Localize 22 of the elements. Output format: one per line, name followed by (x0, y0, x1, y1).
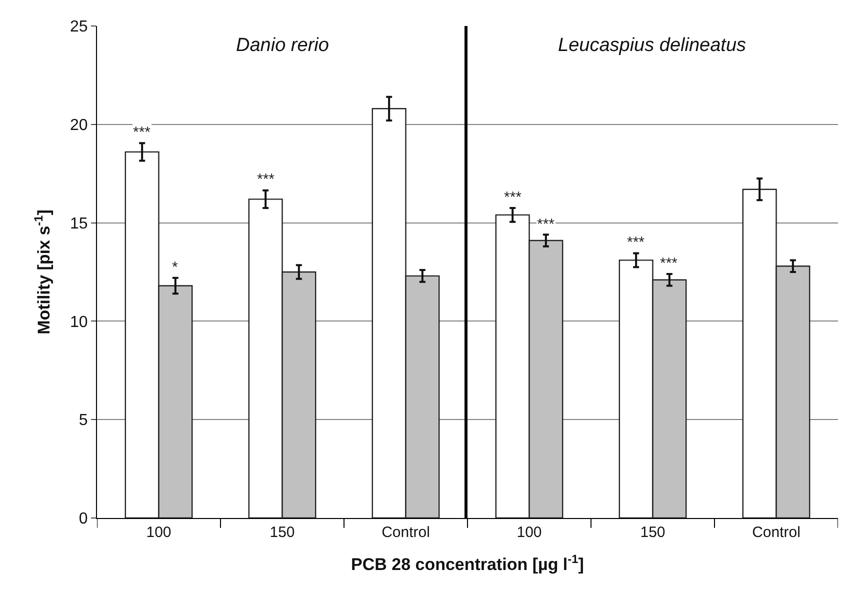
annotation: Leucaspius delineatus (558, 35, 747, 56)
x-tick-label: Control (752, 524, 800, 541)
y-tick-label: 10 (70, 314, 88, 331)
y-tick-label: 5 (78, 412, 88, 430)
y-tick-label: 25 (70, 18, 88, 36)
data-label: *** (627, 234, 645, 251)
data-label: * (172, 259, 178, 276)
x-tick-label: Control (382, 524, 430, 541)
data-label: *** (660, 255, 678, 272)
data-label: *** (504, 189, 522, 206)
y-tick-label: 20 (70, 117, 88, 134)
data-label: *** (257, 171, 275, 188)
x-tick-label: 100 (146, 524, 172, 541)
x-tick-label: 100 (516, 524, 542, 541)
data-label: *** (537, 216, 555, 233)
x-tick-label: 150 (640, 524, 666, 541)
x-tick-label: 150 (270, 524, 295, 541)
y-tick-label: 0 (78, 510, 88, 528)
x-axis-title: PCB 28 concentration [µg l$^{-1}$] (351, 552, 584, 574)
data-label: *** (133, 124, 151, 141)
annotation: Danio rerio (236, 35, 329, 56)
y-tick-label: 15 (70, 215, 88, 232)
